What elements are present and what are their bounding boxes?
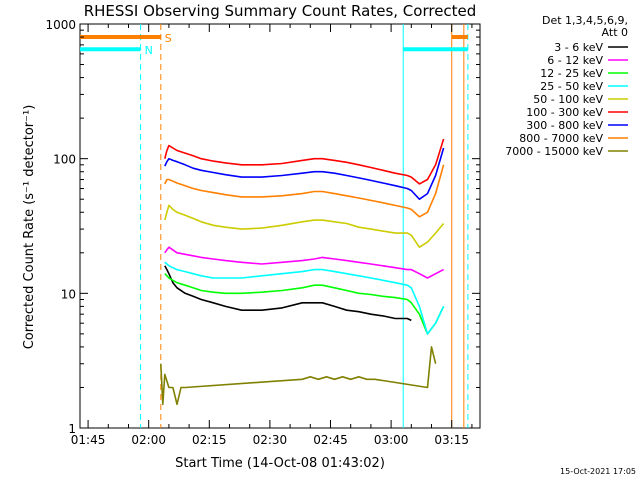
- plot-frame: [79, 23, 481, 429]
- y-axis-label: Corrected Count Rate (s⁻¹ detector⁻¹): [22, 105, 37, 350]
- series-group: [160, 138, 445, 406]
- legend-label-3: 25 - 50 keV: [540, 80, 603, 93]
- series-line-6: [164, 147, 445, 200]
- footer-timestamp: 15-Oct-2021 17:05: [560, 467, 636, 476]
- x-tick-label-0: 01:45: [71, 433, 106, 447]
- y-axis-ticks: 1 10 100 1000: [45, 18, 480, 436]
- series-line-1: [164, 246, 444, 279]
- series-line-8: [160, 346, 437, 406]
- x-axis-label: Start Time (14-Oct-08 01:43:02): [175, 456, 385, 471]
- y-tick-label-0: 1: [68, 422, 76, 436]
- vertical-markers: SN: [80, 24, 469, 428]
- x-tick-label-2: 02:15: [192, 433, 227, 447]
- series-line-4: [164, 204, 445, 248]
- legend-label-4: 50 - 100 keV: [533, 93, 603, 106]
- series-line-5: [164, 138, 445, 185]
- series-line-3: [164, 261, 445, 335]
- series-line-0: [164, 265, 412, 322]
- x-tick-label-6: 03:15: [434, 433, 469, 447]
- legend-label-7: 800 - 7000 keV: [519, 132, 603, 145]
- legend-header-1: Att 0: [602, 26, 628, 39]
- legend-label-2: 12 - 25 keV: [540, 67, 603, 80]
- x-axis-ticks: 01:45 02:00 02:15 02:30 02:45 03:00 03:15: [71, 24, 473, 447]
- legend-label-0: 3 - 6 keV: [554, 41, 603, 54]
- x-tick-label-4: 02:45: [313, 433, 348, 447]
- legend-label-5: 100 - 300 keV: [526, 106, 603, 119]
- annotation-label-1: N: [145, 44, 153, 57]
- series-line-2: [164, 273, 445, 335]
- x-tick-label-1: 02:00: [131, 433, 166, 447]
- legend-header-0: Det 1,3,4,5,6,9,: [542, 14, 628, 27]
- plot-area: [79, 23, 481, 429]
- legend-label-8: 7000 - 15000 keV: [505, 145, 603, 158]
- x-tick-label-5: 03:00: [374, 433, 409, 447]
- y-tick-label-3: 1000: [45, 18, 76, 32]
- y-tick-label-2: 100: [53, 153, 76, 167]
- series-line-7: [164, 164, 445, 218]
- legend-label-1: 6 - 12 keV: [547, 54, 603, 67]
- annotation-label-0: S: [165, 32, 172, 45]
- y-tick-label-1: 10: [61, 287, 76, 301]
- x-tick-label-3: 02:30: [253, 433, 288, 447]
- legend-label-6: 300 - 800 keV: [526, 119, 603, 132]
- chart-title: RHESSI Observing Summary Count Rates, Co…: [84, 2, 477, 20]
